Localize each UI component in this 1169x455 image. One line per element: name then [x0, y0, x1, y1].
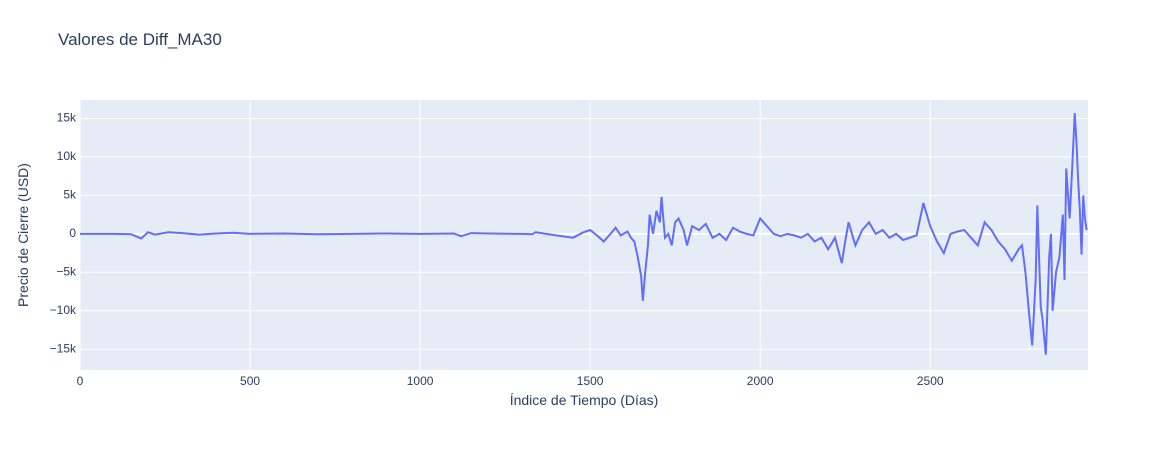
- x-tick-label: 2000: [747, 374, 774, 388]
- y-tick-label: 10k: [57, 149, 77, 163]
- y-tick-label: 5k: [63, 188, 77, 202]
- x-tick-label: 0: [77, 374, 84, 388]
- chart-title: Valores de Diff_MA30: [58, 30, 222, 49]
- x-axis-label: Índice de Tiempo (Días): [510, 392, 659, 408]
- x-tick-label: 1500: [577, 374, 604, 388]
- y-tick-label: −15k: [50, 341, 77, 355]
- x-tick-label: 500: [240, 374, 260, 388]
- y-axis-label: Precio de Cierre (USD): [15, 163, 31, 307]
- y-tick-label: −10k: [50, 303, 77, 317]
- plot-area: [80, 100, 1088, 370]
- y-tick-label: 0: [69, 226, 76, 240]
- x-tick-label: 1000: [407, 374, 434, 388]
- y-tick-label: 15k: [57, 111, 77, 125]
- x-tick-label: 2500: [917, 374, 944, 388]
- y-tick-label: −5k: [56, 264, 77, 278]
- data-line: [80, 113, 1088, 355]
